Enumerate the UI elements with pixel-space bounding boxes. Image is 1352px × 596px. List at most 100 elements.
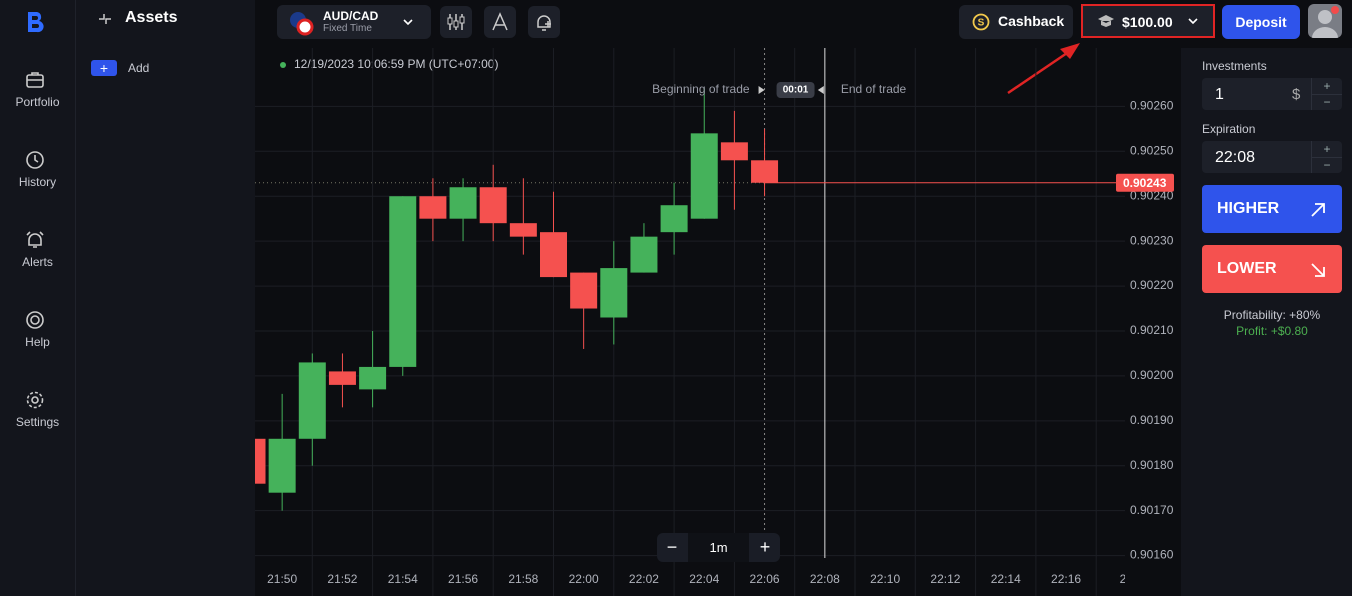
alerts-icon[interactable] (25, 230, 45, 250)
candle-body (540, 232, 567, 278)
x-tick-label: 21:56 (448, 572, 478, 586)
alert-button[interactable] (528, 6, 560, 38)
investment: 1 (1215, 86, 1224, 103)
x-tick-label: 22:04 (689, 572, 719, 586)
history-icon[interactable] (25, 150, 45, 170)
live-dot (280, 62, 286, 68)
nav-item[interactable]: History (18, 175, 57, 189)
settings-icon[interactable] (25, 390, 45, 410)
timestamp: 12/19/2023 10:06:59 PM (UTC+07:00) (294, 57, 498, 71)
flag-icon (290, 12, 314, 36)
portfolio-icon[interactable] (25, 70, 45, 90)
y-tick-label: 0.90180 (1130, 458, 1174, 472)
expiration-input[interactable]: 22:08 + − (1202, 141, 1342, 173)
trade-panel (1181, 48, 1352, 596)
zoom-out[interactable]: − (666, 537, 678, 557)
y-tick-label: 0.90240 (1130, 188, 1174, 202)
lower-label: LOWER (1217, 260, 1277, 277)
notification-dot (1331, 6, 1339, 14)
investment-input[interactable]: 1 $ + − (1202, 78, 1342, 110)
y-tick-label: 0.90260 (1130, 99, 1174, 113)
nav-item[interactable]: Portfolio (15, 95, 60, 109)
cashback-button[interactable]: S Cashback (959, 5, 1073, 39)
candle-body (570, 272, 598, 309)
x-tick-label: 22:00 (569, 572, 599, 586)
x-tick-label: 21:58 (508, 572, 538, 586)
arrow-left (817, 86, 824, 94)
higher-label: HIGHER (1217, 200, 1280, 217)
expiration: 22:08 (1215, 149, 1256, 166)
chart: 12/19/2023 10:06:59 PM (UTC+07:00) 21:50… (255, 48, 1174, 596)
x-tick-label: 22:12 (930, 572, 960, 586)
svg-text:S: S (978, 18, 985, 29)
candle-body (630, 236, 658, 273)
candle-body (255, 438, 266, 484)
candle-body (660, 205, 688, 233)
sidebar: Portfolio History Alerts Help Settings (0, 0, 76, 596)
candle-body (449, 187, 477, 219)
nav-item[interactable]: Alerts (22, 255, 53, 269)
deposit-button[interactable]: Deposit (1222, 5, 1300, 39)
balance: $100.00 (1122, 14, 1173, 30)
asset-selector[interactable]: AUD/CAD Fixed Time (277, 5, 431, 39)
balance-button[interactable]: $100.00 (1081, 4, 1215, 38)
candle-body (328, 371, 356, 385)
candle-body (389, 196, 417, 367)
y-tick-label: 0.90230 (1130, 233, 1174, 247)
trade-start-label: Beginning of trade (652, 82, 750, 96)
candle-body (419, 196, 447, 219)
logo (28, 12, 44, 33)
timeframe[interactable]: 1m (688, 533, 749, 562)
higher-button[interactable]: HIGHER (1202, 185, 1342, 233)
x-tick-label: 22:08 (810, 572, 840, 586)
nav-item[interactable]: Help (25, 335, 50, 349)
chevron (403, 19, 413, 26)
indicators-button[interactable] (440, 6, 472, 38)
candle-body (509, 223, 537, 237)
x-tick-label: 21:54 (388, 572, 418, 586)
profit: Profit: +$0.80 (1236, 324, 1308, 338)
assets-panel: Assets + Add (76, 0, 255, 596)
asset-mode: Fixed Time (323, 23, 372, 34)
trade-end-label: End of trade (841, 82, 907, 96)
drawing-button[interactable] (484, 6, 516, 38)
candle-body (690, 133, 718, 219)
timer: 00:01 (783, 85, 809, 96)
y-tick-label: 0.90250 (1130, 143, 1174, 157)
x-tick-label: 22:02 (629, 572, 659, 586)
y-tick-label: 0.90190 (1130, 413, 1174, 427)
help-icon[interactable] (25, 310, 45, 330)
stepper[interactable]: + − (1311, 141, 1342, 173)
add-button[interactable]: Add (128, 61, 150, 75)
zoom-in[interactable]: + (759, 537, 771, 557)
y-tick-label: 0.90210 (1130, 323, 1174, 337)
candle-body (298, 362, 326, 439)
candle-body (268, 438, 296, 493)
price-tag-label: 0.90243 (1123, 176, 1167, 190)
nav-item[interactable]: Settings (15, 415, 60, 429)
stepper[interactable]: + − (1311, 78, 1342, 110)
candle-body (751, 160, 779, 183)
panel-title: Assets (125, 9, 178, 26)
x-tick-label: 22:06 (750, 572, 780, 586)
annotation-arrow (1007, 43, 1080, 95)
x-tick-label: 22:16 (1051, 572, 1081, 586)
profitability: Profitability: +80% (1223, 308, 1321, 322)
arrow-right (758, 86, 765, 94)
add-icon[interactable]: + (91, 60, 117, 76)
candle-body (720, 142, 748, 161)
y-tick-label: 0.90220 (1130, 278, 1174, 292)
x-tick-label: 21:52 (327, 572, 357, 586)
price-tag (1116, 173, 1174, 192)
collapse-icon[interactable] (97, 11, 113, 27)
currency: $ (1292, 86, 1301, 103)
candle-body (479, 187, 507, 224)
investments-label: Investments (1202, 59, 1267, 73)
x-tick-label: 21:50 (267, 572, 297, 586)
zoom-control: − 1m + (657, 533, 780, 562)
timer-box (776, 82, 815, 98)
asset-name: AUD/CAD (323, 9, 379, 23)
y-tick-label: 0.90170 (1130, 503, 1174, 517)
lower-button[interactable]: LOWER (1202, 245, 1342, 293)
